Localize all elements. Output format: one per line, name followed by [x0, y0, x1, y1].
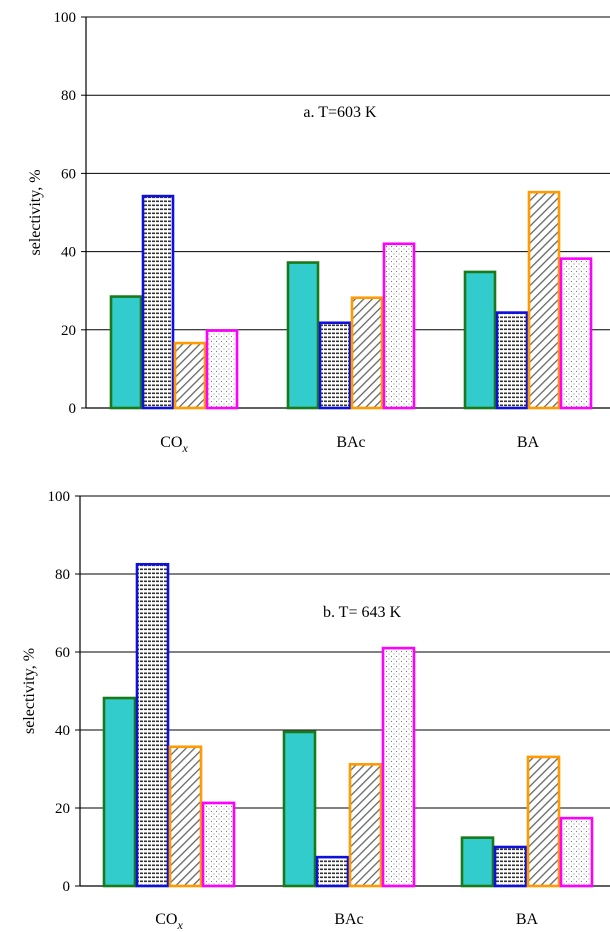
y-tick-label: 60 [61, 166, 76, 182]
bar [493, 845, 528, 888]
y-tick-label: 100 [54, 10, 77, 26]
x-category-label: BA [517, 434, 540, 451]
y-tick-label: 20 [61, 323, 76, 339]
y-tick-label: 40 [55, 723, 70, 739]
bar [201, 801, 236, 888]
bar [315, 855, 350, 888]
bar [559, 257, 593, 410]
y-axis-label: selectivity, % [21, 648, 38, 734]
chart-annotation: a. T=603 K [303, 104, 377, 121]
y-tick-label: 0 [63, 879, 71, 895]
bar [495, 311, 529, 410]
bar [286, 261, 320, 410]
bar [173, 341, 207, 410]
bar [527, 190, 561, 410]
x-category-label: BAc [334, 911, 363, 928]
bar [526, 755, 561, 888]
bar [382, 242, 416, 410]
chart-panel-a: 0 20 40 60 80 100 selectivity, % a. T=603 K COx B… [27, 10, 610, 455]
bar [463, 270, 497, 410]
y-tick-label: 20 [55, 801, 70, 817]
bar [205, 329, 239, 410]
bar [348, 763, 383, 888]
bar [109, 295, 143, 410]
y-tick-label: 40 [61, 245, 76, 261]
x-category-label: BA [516, 911, 539, 928]
y-tick-label: 0 [69, 401, 77, 417]
x-category-label: COx [160, 434, 188, 455]
x-category-label: COx [155, 911, 183, 932]
bar [141, 194, 175, 410]
chart-panel-b: 0 20 40 60 80 100 selectivity, % b. T= 643 K COx… [21, 489, 610, 932]
y-tick-label: 100 [48, 489, 71, 505]
y-tick-label: 80 [61, 88, 76, 104]
y-tick-label: 60 [55, 645, 70, 661]
bar [102, 696, 137, 888]
bar [135, 562, 170, 888]
bar [559, 816, 594, 888]
bar [381, 646, 416, 888]
bar [168, 745, 203, 888]
bar [460, 836, 495, 888]
bar [318, 321, 352, 410]
x-category-label: BAc [336, 434, 365, 451]
y-axis-label: selectivity, % [27, 169, 44, 255]
y-tick-label: 80 [55, 567, 70, 583]
chart-annotation: b. T= 643 K [323, 604, 402, 621]
bar [282, 730, 317, 888]
bar [350, 296, 384, 410]
